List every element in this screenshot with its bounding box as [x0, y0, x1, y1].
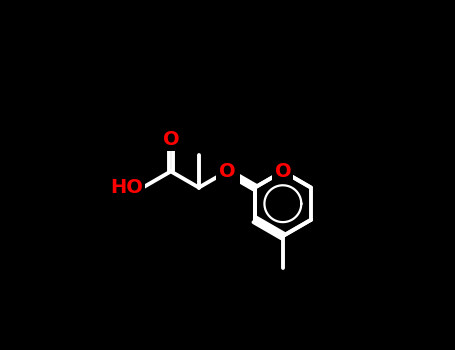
- Text: HO: HO: [110, 178, 143, 197]
- Text: O: O: [218, 162, 235, 181]
- Text: O: O: [162, 130, 179, 148]
- Text: O: O: [274, 162, 291, 181]
- Text: O: O: [221, 163, 238, 182]
